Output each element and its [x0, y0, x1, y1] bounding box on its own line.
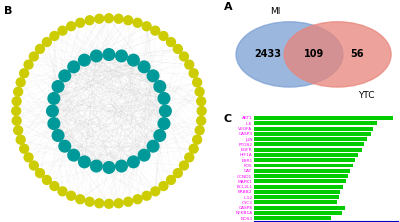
- Circle shape: [58, 187, 67, 196]
- Circle shape: [197, 116, 206, 125]
- Circle shape: [42, 38, 51, 46]
- Circle shape: [76, 195, 85, 204]
- Circle shape: [159, 182, 168, 190]
- Circle shape: [114, 199, 123, 208]
- Circle shape: [180, 161, 188, 170]
- Circle shape: [14, 126, 22, 135]
- Circle shape: [236, 22, 343, 87]
- Circle shape: [142, 191, 151, 200]
- Circle shape: [114, 14, 123, 23]
- Circle shape: [159, 32, 168, 40]
- Circle shape: [76, 18, 85, 27]
- Circle shape: [197, 97, 206, 106]
- Circle shape: [95, 14, 104, 23]
- Circle shape: [68, 61, 80, 73]
- Circle shape: [151, 187, 160, 196]
- Circle shape: [189, 69, 198, 78]
- Circle shape: [166, 176, 176, 184]
- Circle shape: [138, 149, 150, 161]
- Circle shape: [67, 22, 76, 31]
- Text: 2433: 2433: [255, 50, 282, 59]
- Circle shape: [104, 199, 113, 208]
- Circle shape: [36, 169, 44, 178]
- Circle shape: [12, 107, 20, 115]
- Circle shape: [174, 169, 182, 178]
- Circle shape: [12, 97, 21, 106]
- Circle shape: [30, 52, 38, 61]
- Circle shape: [180, 52, 188, 61]
- Circle shape: [78, 156, 90, 168]
- Circle shape: [52, 81, 64, 92]
- Circle shape: [68, 149, 80, 161]
- Text: 109: 109: [304, 50, 324, 59]
- Circle shape: [189, 144, 198, 153]
- Circle shape: [104, 14, 113, 23]
- Text: C: C: [224, 114, 232, 124]
- Circle shape: [20, 144, 28, 153]
- Circle shape: [151, 26, 160, 35]
- Circle shape: [58, 26, 67, 35]
- Circle shape: [47, 105, 58, 117]
- Circle shape: [147, 140, 159, 152]
- Circle shape: [195, 87, 204, 96]
- Circle shape: [195, 126, 204, 135]
- Circle shape: [124, 197, 133, 206]
- Text: YTC: YTC: [358, 91, 374, 100]
- Circle shape: [158, 118, 170, 129]
- Text: MI: MI: [270, 7, 280, 16]
- Circle shape: [116, 160, 127, 172]
- Circle shape: [116, 50, 127, 62]
- Text: A: A: [224, 2, 232, 12]
- Circle shape: [30, 161, 38, 170]
- Circle shape: [160, 105, 171, 117]
- Circle shape: [14, 87, 22, 96]
- Circle shape: [128, 156, 139, 168]
- Circle shape: [284, 22, 391, 87]
- Circle shape: [133, 195, 142, 204]
- Circle shape: [36, 44, 44, 53]
- Circle shape: [154, 130, 166, 141]
- Circle shape: [103, 49, 115, 60]
- Text: B: B: [4, 6, 12, 16]
- Circle shape: [197, 107, 206, 115]
- Circle shape: [90, 50, 102, 62]
- Circle shape: [193, 135, 202, 144]
- Circle shape: [158, 93, 170, 104]
- Circle shape: [154, 81, 166, 92]
- Circle shape: [24, 60, 33, 69]
- Circle shape: [128, 54, 139, 66]
- Circle shape: [90, 160, 102, 172]
- Circle shape: [42, 176, 51, 184]
- Circle shape: [48, 118, 60, 129]
- Circle shape: [138, 61, 150, 73]
- Circle shape: [124, 16, 133, 25]
- Circle shape: [78, 54, 90, 66]
- Circle shape: [50, 32, 59, 40]
- Circle shape: [85, 197, 94, 206]
- Circle shape: [16, 78, 25, 87]
- Circle shape: [12, 116, 21, 125]
- Circle shape: [52, 130, 64, 141]
- Circle shape: [147, 70, 159, 82]
- Circle shape: [85, 16, 94, 25]
- Circle shape: [20, 69, 28, 78]
- Circle shape: [50, 182, 59, 190]
- Circle shape: [166, 38, 176, 46]
- Circle shape: [16, 135, 25, 144]
- Circle shape: [193, 78, 202, 87]
- Circle shape: [59, 70, 70, 82]
- Circle shape: [185, 153, 194, 162]
- Circle shape: [133, 18, 142, 27]
- Circle shape: [48, 93, 60, 104]
- Circle shape: [185, 60, 194, 69]
- Circle shape: [67, 191, 76, 200]
- Circle shape: [95, 199, 104, 208]
- Circle shape: [142, 22, 151, 31]
- Circle shape: [174, 44, 182, 53]
- Text: 56: 56: [350, 50, 364, 59]
- Circle shape: [103, 162, 115, 173]
- Circle shape: [59, 140, 70, 152]
- Circle shape: [24, 153, 33, 162]
